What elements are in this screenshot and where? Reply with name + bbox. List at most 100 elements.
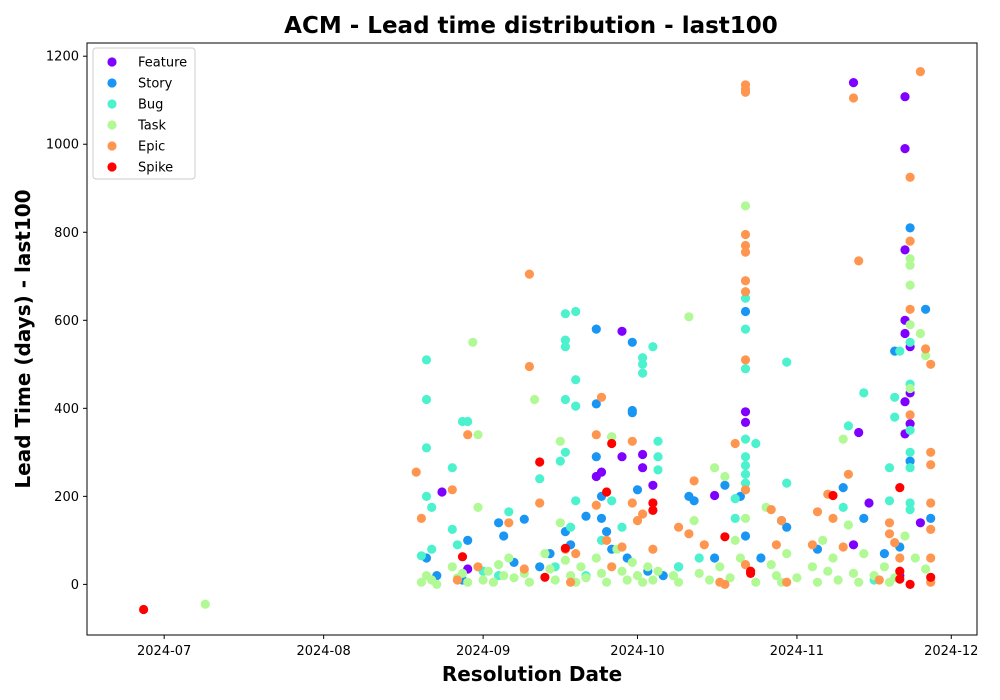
data-point-bug [607, 496, 617, 506]
data-point-feature [740, 417, 751, 427]
series-epic [411, 67, 936, 590]
data-point-epic [648, 544, 658, 554]
data-point-epic [571, 549, 581, 559]
data-point-task [843, 520, 854, 530]
data-point-epic [740, 87, 751, 97]
data-point-task [740, 513, 751, 524]
data-point-feature [638, 463, 648, 473]
data-point-task [602, 577, 612, 587]
data-point-task [200, 599, 210, 609]
legend-label-bug: Bug [138, 98, 163, 113]
data-point-bug [416, 551, 426, 561]
data-point-task [905, 260, 915, 270]
data-point-feature [648, 480, 658, 490]
data-point-bug [905, 463, 915, 473]
data-point-epic [926, 460, 936, 470]
data-point-spike [895, 483, 905, 493]
data-point-epic [766, 505, 776, 515]
data-point-feature [617, 452, 627, 462]
legend-marker-feature [107, 57, 117, 67]
legend-marker-epic [107, 141, 117, 151]
data-point-bug [740, 293, 751, 303]
data-point-bug [648, 342, 658, 352]
data-point-epic [740, 355, 751, 365]
data-point-task [921, 350, 931, 361]
data-point-task [900, 531, 910, 541]
data-point-task [905, 320, 915, 330]
x-tick-label: 2024-10 [610, 644, 664, 659]
data-point-task [905, 383, 915, 394]
data-point-epic [848, 93, 859, 103]
data-point-feature [900, 92, 910, 102]
data-point-task [828, 553, 838, 563]
data-point-task [560, 555, 571, 565]
data-point-story [859, 513, 869, 524]
data-point-task [432, 579, 442, 590]
data-point-bug [571, 401, 581, 411]
data-point-task [607, 432, 617, 442]
data-point-story [627, 337, 637, 347]
data-point-bug [884, 496, 895, 506]
data-point-epic [689, 476, 699, 486]
legend-marker-bug [107, 99, 117, 109]
data-point-bug [560, 309, 571, 319]
data-point-epic [905, 172, 915, 182]
data-point-bug [617, 522, 627, 532]
data-point-bug [895, 346, 905, 356]
series-spike [139, 438, 936, 615]
legend-marker-story [107, 78, 117, 88]
data-point-story [740, 306, 751, 317]
chart-legend: Feature Story Bug Task Epic Spike [92, 47, 196, 180]
data-point-bug [884, 463, 895, 473]
data-point-task [735, 553, 746, 563]
data-point-task [581, 573, 591, 583]
data-point-epic [463, 430, 473, 440]
data-point-task [818, 535, 828, 546]
data-point-epic [591, 430, 601, 440]
data-point-task [555, 518, 565, 528]
data-point-feature [848, 540, 859, 550]
data-point-task [725, 573, 735, 583]
data-point-task [766, 560, 776, 570]
data-point-bug [447, 463, 457, 473]
data-point-spike [607, 438, 617, 449]
data-point-task [848, 568, 859, 579]
legend-marker-task [107, 120, 117, 130]
data-point-task [751, 577, 761, 587]
data-point-story [627, 408, 637, 418]
data-point-epic [915, 67, 926, 77]
data-point-epic [740, 247, 751, 257]
x-tick-label: 2024-08 [296, 644, 350, 659]
y-tick-label: 200 [54, 490, 79, 505]
data-point-bug [782, 357, 792, 367]
data-point-epic [884, 529, 895, 539]
data-point-task [715, 562, 725, 572]
data-point-task [632, 571, 643, 581]
data-point-epic [854, 256, 864, 266]
data-point-task [483, 566, 493, 576]
data-point-bug [740, 469, 751, 479]
data-point-task [494, 560, 504, 570]
data-point-epic [730, 438, 740, 449]
data-point-epic [740, 276, 751, 286]
data-point-epic [740, 240, 751, 251]
series-task [200, 201, 936, 609]
data-point-bug [566, 522, 576, 532]
data-point-epic [828, 513, 838, 524]
data-point-epic [905, 410, 915, 420]
y-tick-label: 600 [54, 314, 79, 329]
data-point-epic [416, 513, 426, 524]
data-point-task [473, 502, 483, 512]
data-point-task [473, 430, 483, 440]
data-point-bug [571, 375, 581, 385]
data-point-task [566, 571, 576, 581]
data-point-epic [771, 540, 782, 550]
data-point-bug [694, 553, 704, 563]
data-point-epic [895, 553, 905, 563]
data-point-story [499, 531, 509, 541]
data-point-task [668, 571, 679, 581]
data-point-spike [648, 498, 658, 508]
data-point-bug [890, 392, 900, 402]
data-point-bug [653, 465, 663, 475]
data-point-task [812, 577, 823, 587]
